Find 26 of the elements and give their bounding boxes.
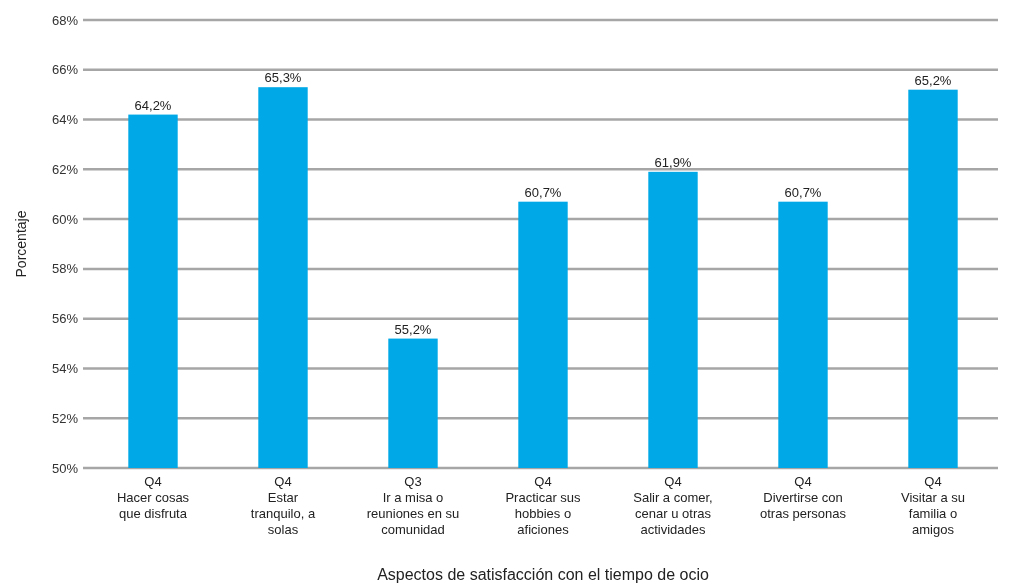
x-tick-label: Q4 Salir a comer, cenar u otras actividades xyxy=(633,474,713,537)
x-tick-label: Q4 Visitar a su familia o amigos xyxy=(900,474,966,537)
y-tick-label: 60% xyxy=(51,211,79,227)
data-label: 61,9% xyxy=(654,154,692,170)
y-tick-label: 58% xyxy=(51,261,79,277)
x-tick-label: Q3 Ir a misa o reuniones en su comunidad xyxy=(366,474,460,537)
data-label: 64,2% xyxy=(134,97,172,113)
x-tick-label: Q4 Practicar sus hobbies o aficiones xyxy=(505,474,582,537)
x-tick-label: Q4 Divertirse con otras personas xyxy=(760,474,847,521)
y-axis-title: Porcentaje xyxy=(13,210,29,278)
y-tick-label: 68% xyxy=(51,12,79,28)
y-tick-label: 50% xyxy=(51,460,79,476)
y-tick-label: 62% xyxy=(51,161,79,177)
y-tick-label: 56% xyxy=(51,311,79,327)
y-tick-label: 52% xyxy=(51,410,79,426)
y-tick-label: 66% xyxy=(51,62,79,78)
x-tick-label: Q4 Hacer cosas que disfruta xyxy=(116,474,190,521)
data-label: 55,2% xyxy=(394,321,432,337)
x-axis-title: Aspectos de satisfacción con el tiempo de ocio xyxy=(377,566,709,583)
y-tick-label: 64% xyxy=(51,112,79,128)
data-label: 65,2% xyxy=(914,72,952,88)
data-label: 65,3% xyxy=(264,70,302,86)
data-label: 60,7% xyxy=(524,184,562,200)
data-label: 60,7% xyxy=(784,184,822,200)
x-tick-label: Q4 Estar tranquilo, a solas xyxy=(250,474,316,537)
y-tick-label: 54% xyxy=(51,360,79,376)
